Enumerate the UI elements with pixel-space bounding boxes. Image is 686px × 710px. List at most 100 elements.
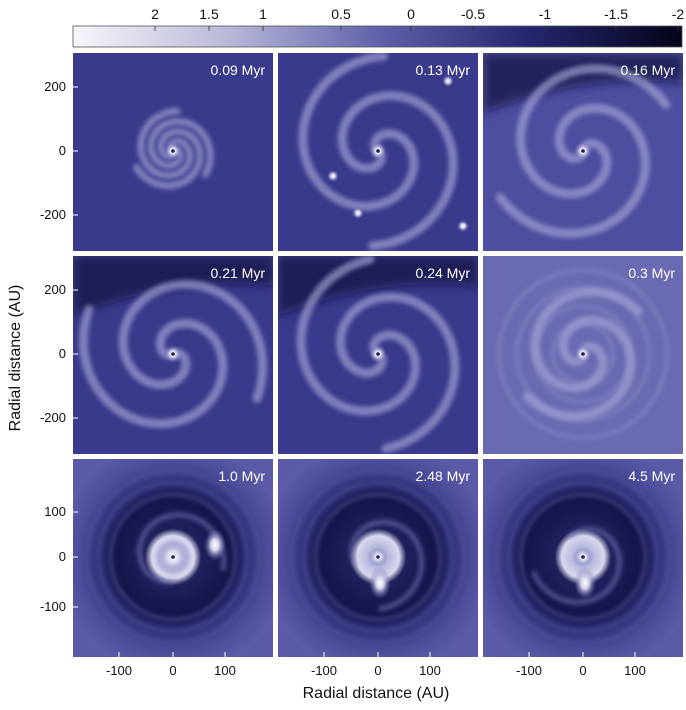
dark-region: [278, 256, 478, 316]
spiral-arm: [147, 117, 214, 178]
panel-time-label: 2.48 Myr: [416, 468, 471, 484]
dark-region: [483, 53, 683, 113]
companion-clump: [204, 529, 226, 561]
spiral-arm: [78, 305, 228, 429]
panel-time-label: 1.0 Myr: [218, 468, 265, 484]
spiral-arm: [530, 287, 643, 393]
disc-ring: [290, 469, 466, 645]
disc-ring: [85, 469, 261, 645]
companion-clump: [574, 567, 596, 599]
fragment-clump: [327, 170, 339, 182]
central-star: [376, 555, 380, 559]
spiral-arm: [298, 53, 419, 211]
x-tick-label: -100: [106, 663, 132, 678]
disc-ring: [109, 493, 237, 621]
disc-ring: [495, 469, 671, 645]
spiral-arm: [118, 279, 268, 403]
colorbar-tick-label: 0: [407, 6, 415, 22]
panel-time-label: 0.09 Myr: [211, 62, 266, 78]
panel-grid: 0.09 Myr 0.13 Myr 0.16 Myr 0.21 Myr 0.24 Myr…: [73, 53, 683, 657]
y-tick-labels: 200 0 -200 200 0 -200 100 0 -100: [40, 79, 78, 614]
disc-ring: [519, 493, 647, 621]
panel-time-label: 4.5 Myr: [628, 468, 675, 484]
disc-ring: [497, 268, 669, 440]
spiral-arm: [495, 103, 651, 238]
x-tick-label: -100: [311, 663, 337, 678]
central-star: [376, 149, 380, 153]
colorbar-gradient: [72, 25, 683, 48]
simulation-panel: 0.21 Myr: [73, 256, 273, 454]
y-tick-label: -100: [40, 599, 66, 614]
y-tick-label: 200: [44, 79, 66, 94]
panel-time-label: 0.21 Myr: [211, 265, 266, 281]
colorbar-tick-label: -1: [539, 6, 552, 22]
disc-ring: [533, 304, 633, 404]
panel-time-label: 0.13 Myr: [416, 62, 471, 78]
simulation-panel: 0.3 Myr: [483, 256, 683, 454]
fragment-clump: [352, 207, 364, 219]
x-tick-label: 0: [374, 663, 381, 678]
x-axis-label: Radial distance (AU): [303, 685, 450, 702]
colorbar-tick-label: 2: [151, 6, 159, 22]
central-star: [581, 555, 585, 559]
x-tick-label: 100: [624, 663, 646, 678]
disc-ring: [515, 286, 651, 422]
colorbar-tick-labels: 2 1.5 1 0.5 0 -0.5 -1 -1.5 -2: [151, 6, 684, 31]
x-tick-label: 0: [579, 663, 586, 678]
spiral-arm: [137, 107, 194, 179]
simulation-panel: 4.5 Myr: [483, 459, 683, 657]
colorbar-tick-label: 1.5: [199, 6, 219, 22]
spiral-arm: [335, 292, 460, 454]
y-tick-label: 0: [59, 549, 66, 564]
y-tick-label: -200: [40, 410, 66, 425]
spiral-arm: [530, 526, 623, 605]
central-star: [171, 149, 175, 153]
disc-ring: [551, 322, 615, 386]
panel-time-label: 0.3 Myr: [628, 265, 675, 281]
disc-ring: [97, 481, 249, 633]
y-axis-label: Radial distance (AU): [7, 285, 24, 432]
y-tick-label: 0: [59, 143, 66, 158]
y-tick-label: 0: [59, 346, 66, 361]
central-star: [581, 149, 585, 153]
y-tick-label: 200: [44, 282, 66, 297]
colorbar: 2 1.5 1 0.5 0 -0.5 -1 -1.5 -2: [72, 6, 684, 48]
disc-ring: [507, 481, 659, 633]
disc-ring: [314, 493, 442, 621]
spiral-arm: [523, 315, 636, 421]
spiral-arm: [337, 91, 458, 251]
y-tick-label: -200: [40, 207, 66, 222]
companion-clump: [369, 567, 391, 599]
colorbar-tick-label: -2: [672, 6, 685, 22]
simulation-panel: 0.09 Myr: [73, 53, 273, 251]
central-star: [171, 352, 175, 356]
spiral-arm: [133, 127, 204, 190]
spiral-arm: [349, 519, 425, 612]
central-star: [171, 555, 175, 559]
fragment-clump: [442, 75, 454, 87]
colorbar-tick-label: 0.5: [331, 6, 351, 22]
simulation-panel: 0.24 Myr: [278, 256, 478, 454]
x-tick-label: -100: [516, 663, 542, 678]
panel-time-label: 0.16 Myr: [621, 62, 676, 78]
panel-time-label: 0.24 Myr: [416, 265, 471, 281]
simulation-panel: 2.48 Myr: [278, 459, 478, 657]
simulation-panel: 1.0 Myr: [73, 459, 273, 657]
spiral-arm: [515, 64, 671, 199]
x-tick-labels: -100 0 100 -100 0 100 -100 0 100: [106, 652, 646, 678]
disc-ring: [302, 481, 454, 633]
colorbar-tick-label: 1: [259, 6, 267, 22]
spiral-arm: [296, 256, 421, 416]
central-star: [581, 352, 585, 356]
y-tick-label: 100: [44, 504, 66, 519]
simulation-panel: 0.13 Myr: [278, 53, 478, 251]
colorbar-tick-label: -1.5: [604, 6, 628, 22]
x-tick-label: 100: [214, 663, 236, 678]
colorbar-tick-label: -0.5: [461, 6, 485, 22]
simulation-panel: 0.16 Myr: [483, 53, 683, 251]
x-tick-label: 0: [169, 663, 176, 678]
x-tick-label: 100: [419, 663, 441, 678]
central-star: [376, 352, 380, 356]
fragment-clump: [457, 220, 469, 232]
